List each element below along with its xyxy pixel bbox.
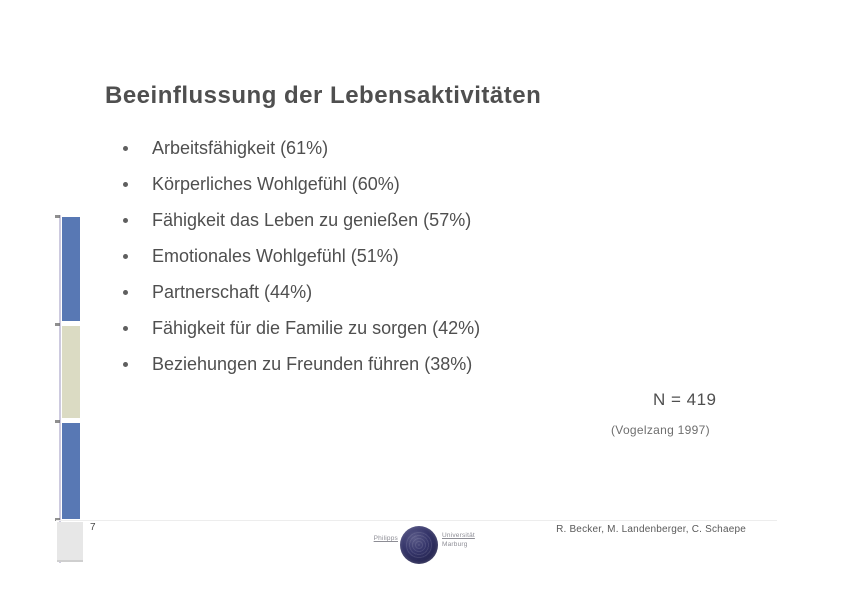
bullet-item: Beziehungen zu Freunden führen (38%) [119,354,480,390]
logo-text-left: Philipps [373,535,398,542]
sidebar-accent-stripe [59,215,61,563]
university-seal-icon [400,526,438,564]
bullet-list: Arbeitsfähigkeit (61%) Körperliches Wohl… [119,138,480,390]
sidebar-block-beige [62,326,80,418]
bullet-dot-icon [123,326,128,331]
bullet-dot-icon [123,362,128,367]
sidebar-block-blue-top [62,217,80,321]
bullet-dot-icon [123,254,128,259]
bullet-text: Fähigkeit für die Familie zu sorgen (42%… [152,318,481,338]
logo-text-right-line2: Marburg [442,541,468,548]
bullet-text: Fähigkeit das Leben zu genießen (57%) [152,210,472,230]
bullet-item: Fähigkeit für die Familie zu sorgen (42%… [119,318,480,354]
citation-label: (Vogelzang 1997) [611,423,710,437]
footer-authors: R. Becker, M. Landenberger, C. Schaepe [556,524,746,535]
bullet-text: Beziehungen zu Freunden führen (38%) [152,354,473,374]
slide-title: Beeinflussung der Lebensaktivitäten [105,82,542,109]
bullet-text: Körperliches Wohlgefühl (60%) [152,174,400,194]
footer-divider [56,520,777,521]
bullet-item: Körperliches Wohlgefühl (60%) [119,174,480,210]
bullet-item: Arbeitsfähigkeit (61%) [119,138,480,174]
university-logo: Philipps Universität Marburg [358,524,488,566]
accent-tick [55,323,60,326]
sample-size-label: N = 419 [653,390,717,409]
accent-tick [55,518,60,521]
logo-text-right-line1: Universität [442,532,475,539]
bullet-dot-icon [123,182,128,187]
bullet-item: Emotionales Wohlgefühl (51%) [119,246,480,282]
sidebar-block-gray-bottom [57,522,83,562]
bullet-dot-icon [123,290,128,295]
bullet-text: Partnerschaft (44%) [152,282,313,302]
accent-tick [55,420,60,423]
page-number: 7 [90,522,96,533]
bullet-text: Emotionales Wohlgefühl (51%) [152,246,399,266]
bullet-item: Fähigkeit das Leben zu genießen (57%) [119,210,480,246]
sidebar-block-blue-bottom [62,423,80,519]
accent-tick [55,215,60,218]
logo-text-right: Universität Marburg [442,531,475,549]
bullet-dot-icon [123,218,128,223]
bullet-text: Arbeitsfähigkeit (61%) [152,138,329,158]
bullet-item: Partnerschaft (44%) [119,282,480,318]
bullet-dot-icon [123,146,128,151]
